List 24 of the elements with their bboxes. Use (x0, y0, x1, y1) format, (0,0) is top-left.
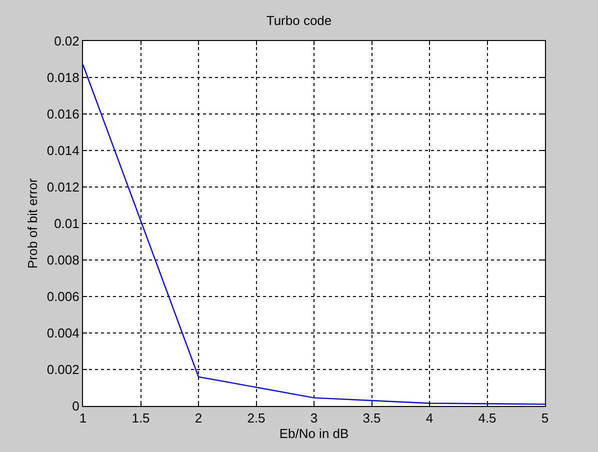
chart-title: Turbo code (266, 12, 332, 28)
y-tick-label: 0.006 (46, 289, 80, 304)
x-tick-label: 3 (310, 410, 318, 426)
y-tick-label: 0.002 (46, 362, 80, 378)
x-tick-label: 2.5 (247, 410, 266, 426)
x-tick-label: 2 (194, 410, 202, 426)
x-tick-label: 4 (426, 410, 434, 426)
y-tick-label: 0.004 (46, 326, 80, 341)
y-tick-label: 0 (72, 398, 80, 414)
y-tick-label: 0.014 (46, 143, 80, 158)
y-tick-label: 0.02 (54, 34, 80, 49)
x-tick-label: 1 (79, 410, 87, 426)
x-tick-label: 5 (541, 410, 549, 426)
y-tick-label: 0.01 (54, 216, 80, 232)
y-axis-title: Prob of bit error (24, 178, 40, 269)
y-tick-label: 0.012 (46, 180, 80, 195)
y-tick-label: 0.016 (46, 106, 80, 122)
line-series (83, 64, 545, 405)
y-tick-label: 0.008 (46, 252, 80, 268)
x-axis-title: Eb/No in dB (279, 426, 349, 442)
x-tick-label: 4.5 (478, 410, 496, 426)
x-tick-label: 3.5 (362, 410, 381, 426)
y-tick-label: 0.018 (46, 70, 80, 86)
x-tick-label: 1.5 (132, 410, 150, 426)
